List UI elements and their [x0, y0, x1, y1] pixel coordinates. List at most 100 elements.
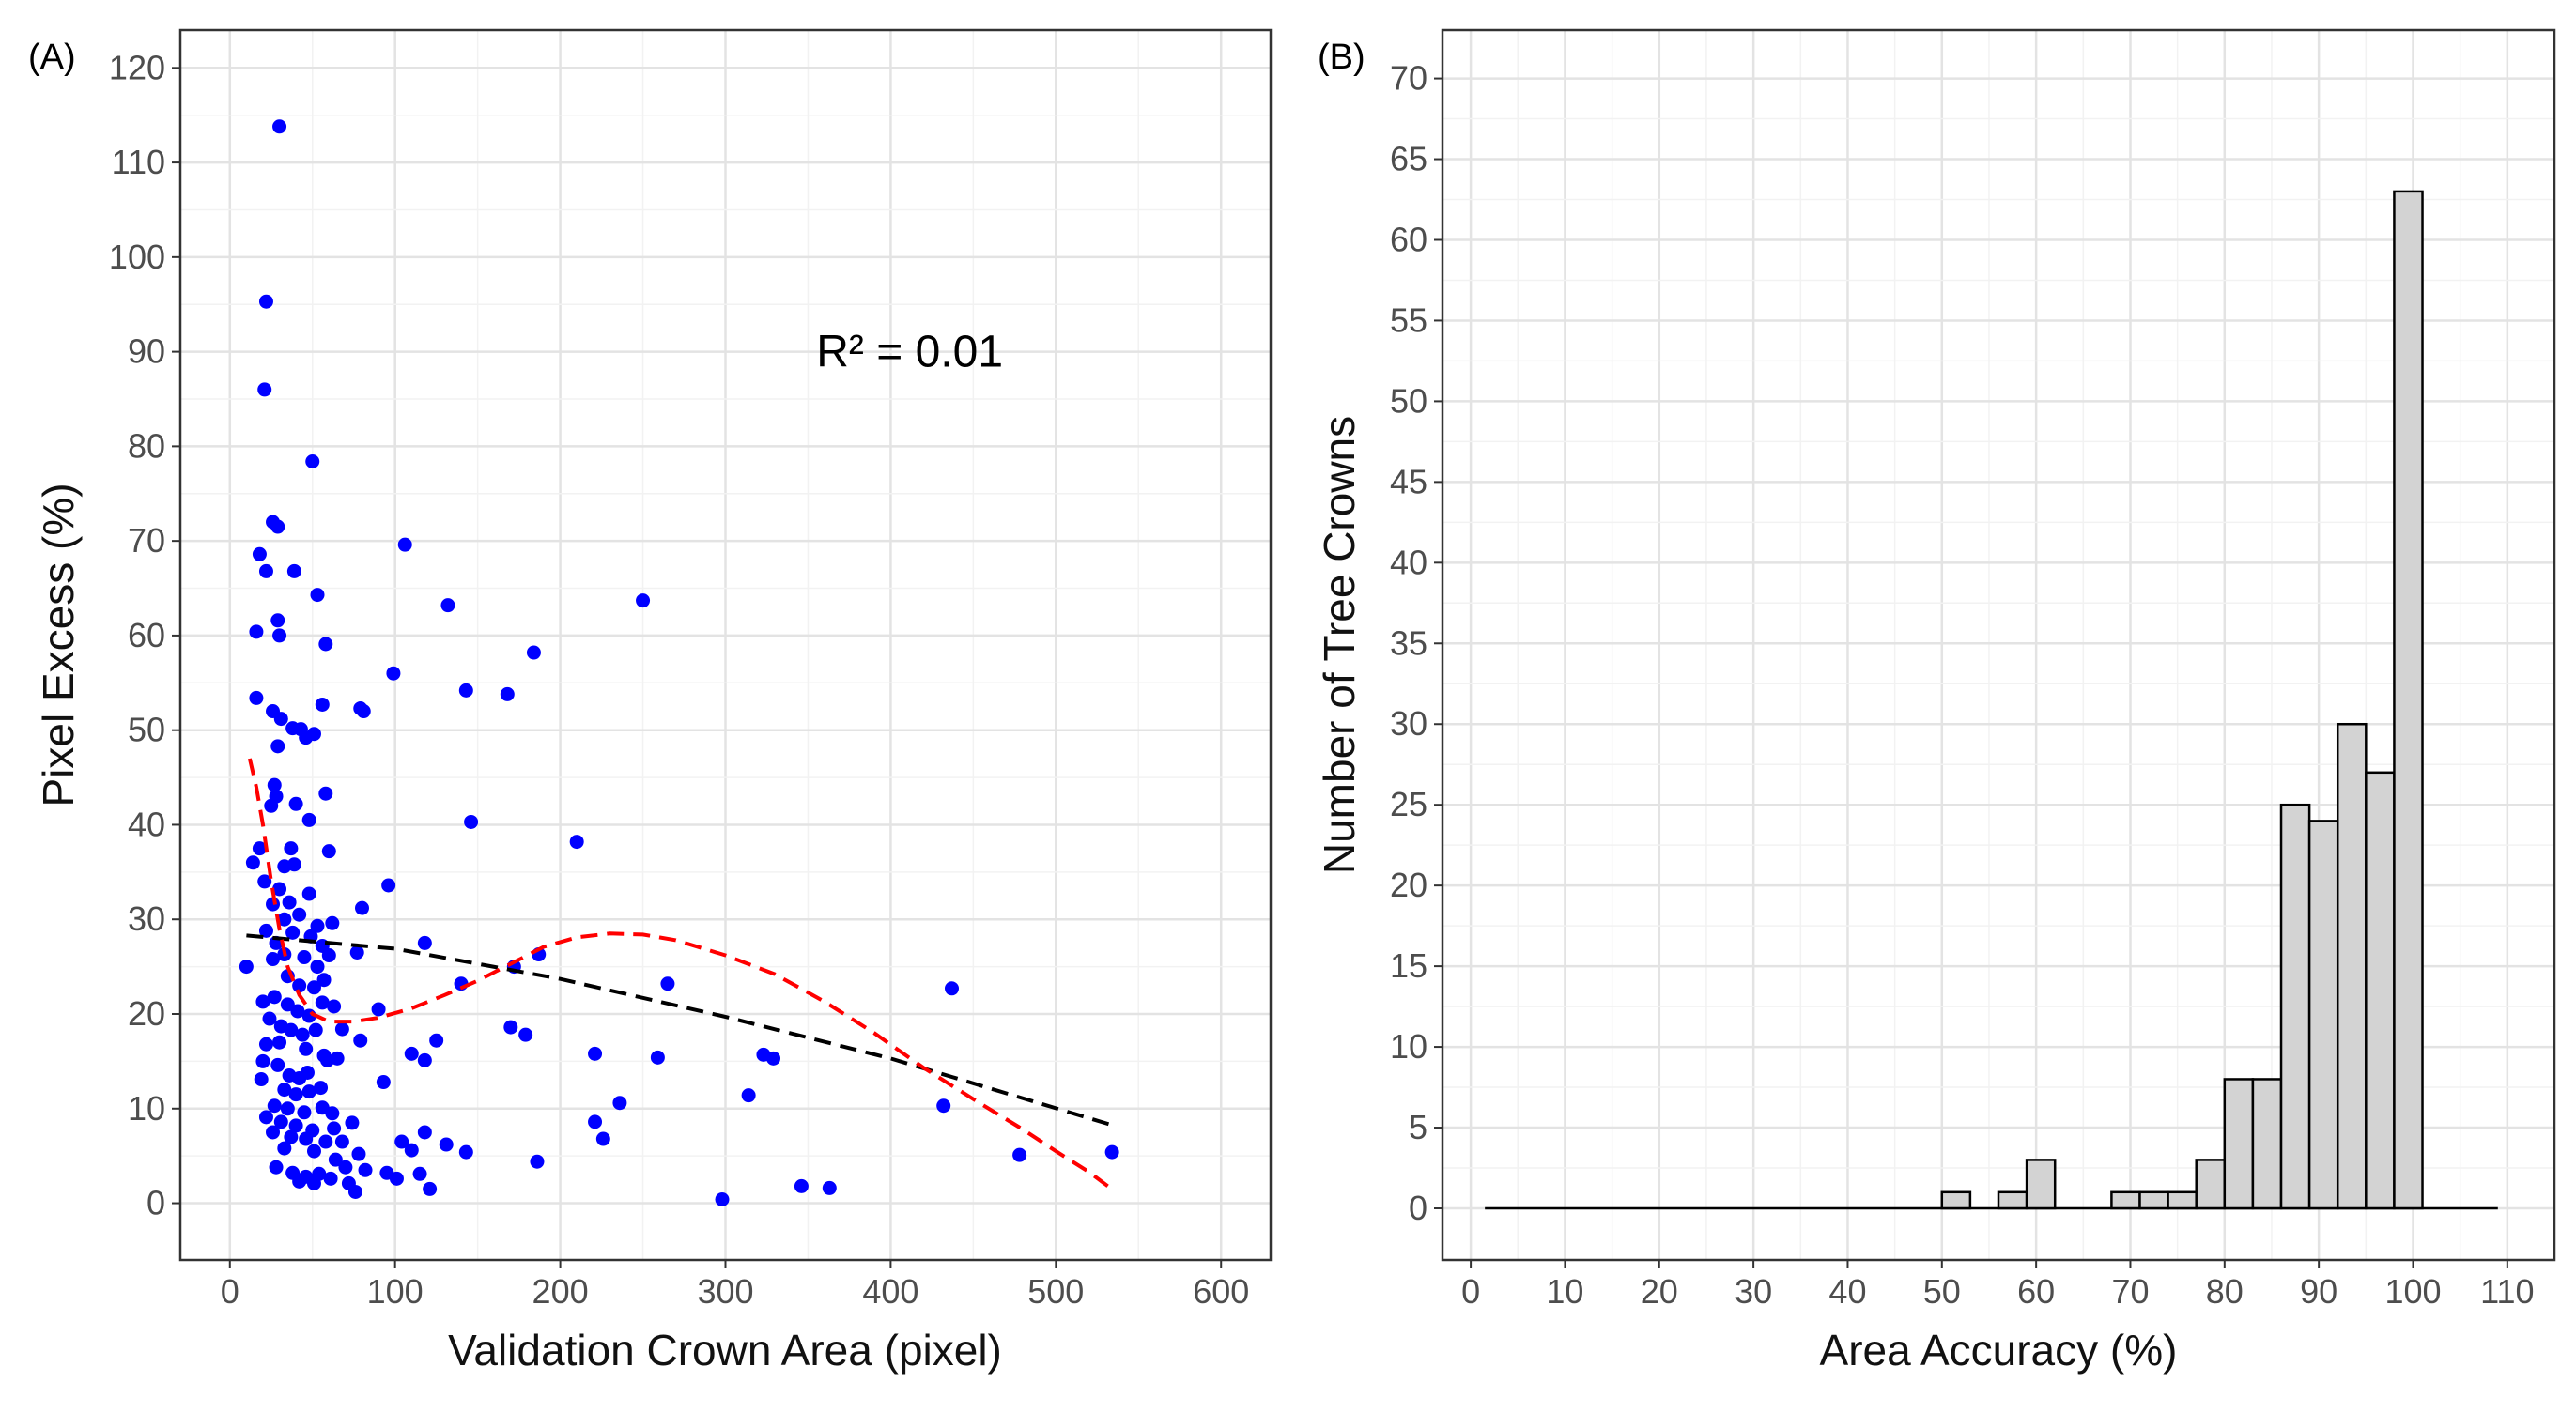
data-point [282, 895, 297, 910]
data-point [252, 546, 267, 561]
data-point [300, 1065, 315, 1080]
data-point [376, 1075, 391, 1090]
data-point [417, 1052, 432, 1067]
panel-b-y-tick-labels: 0 5 10 15 20 25 30 35 40 45 50 55 60 65 70 [1390, 59, 1442, 1227]
y-tick-label: 40 [1390, 543, 1427, 581]
data-point [650, 1050, 665, 1065]
panel-b-plot-border [1441, 28, 2556, 1262]
data-point [272, 119, 287, 134]
y-tick-label: 20 [1390, 866, 1427, 904]
y-tick-label: 30 [1390, 704, 1427, 743]
y-tick-label: 70 [128, 521, 165, 560]
data-point [306, 1175, 321, 1190]
panel-a-plot-border [178, 28, 1273, 1262]
data-point [301, 1084, 316, 1099]
data-point [588, 1114, 603, 1129]
data-point [308, 1022, 323, 1037]
data-point [285, 925, 301, 940]
data-point [347, 1184, 362, 1199]
x-tick-label: 50 [1923, 1272, 1961, 1311]
data-point [292, 1174, 307, 1189]
data-point [316, 973, 332, 988]
data-point [334, 1134, 349, 1149]
data-point [255, 1053, 270, 1068]
data-point [286, 563, 301, 578]
data-point [458, 1144, 473, 1160]
y-tick-label: 60 [1390, 220, 1427, 258]
data-point [323, 1171, 338, 1186]
data-point [327, 1121, 342, 1136]
x-tick-label: 600 [1193, 1272, 1249, 1311]
data-point [267, 990, 282, 1005]
x-tick-label: 90 [2300, 1272, 2337, 1311]
data-point [327, 999, 342, 1014]
histogram-bar [2393, 190, 2424, 1210]
data-point [315, 697, 330, 712]
x-tick-label: 40 [1828, 1272, 1866, 1311]
histogram-bar [2307, 820, 2339, 1210]
y-tick-label: 120 [109, 48, 165, 86]
data-point [258, 294, 273, 309]
data-point [417, 935, 432, 950]
panel-a-gridlines [180, 30, 1271, 1260]
x-tick-label: 30 [1735, 1272, 1772, 1311]
data-point [389, 1171, 404, 1186]
data-point [325, 1106, 340, 1121]
x-tick-label: 80 [2206, 1272, 2244, 1311]
x-tick-label: 0 [221, 1272, 239, 1311]
y-tick-label: 80 [128, 426, 165, 465]
data-point [266, 952, 281, 967]
data-point [569, 835, 584, 850]
data-point [290, 1004, 305, 1019]
data-point [612, 1096, 627, 1111]
x-tick-label: 100 [367, 1272, 424, 1311]
data-point [299, 1041, 314, 1056]
data-point [397, 537, 412, 552]
panel-b-x-axis-title: Area Accuracy (%) [1820, 1326, 2178, 1375]
data-point [315, 995, 330, 1010]
histogram-bar [2365, 771, 2396, 1210]
data-point [266, 1125, 281, 1140]
data-point [270, 519, 285, 534]
data-point [292, 907, 307, 922]
panel-b-y-axis-title: Number of Tree Crowns [1315, 416, 1364, 874]
data-point [371, 1002, 386, 1017]
histogram-bar [2195, 1159, 2227, 1210]
panel-a-y-axis-title: Pixel Excess (%) [34, 483, 83, 806]
data-point [325, 915, 340, 930]
data-point [258, 1110, 273, 1125]
data-point [272, 628, 287, 643]
y-tick-label: 60 [128, 616, 165, 654]
data-point [249, 624, 264, 639]
x-tick-label: 300 [697, 1272, 753, 1311]
panel-a-y-tick-labels: 0 10 20 30 40 50 60 70 80 90 100 110 120 [109, 48, 180, 1222]
data-point [310, 960, 325, 975]
y-tick-label: 110 [112, 143, 165, 181]
data-point [351, 1146, 366, 1161]
data-point [301, 812, 316, 827]
data-point [334, 1021, 349, 1037]
data-point [288, 1087, 303, 1102]
histogram-bar [2336, 722, 2368, 1210]
data-point [272, 1035, 287, 1050]
data-point [417, 1125, 432, 1140]
x-tick-label: 100 [2384, 1272, 2441, 1311]
x-tick-label: 20 [1641, 1272, 1678, 1311]
data-point [258, 1037, 273, 1052]
y-tick-label: 65 [1390, 140, 1427, 178]
data-point [284, 841, 299, 856]
data-point [412, 1166, 427, 1181]
y-tick-label: 20 [128, 994, 165, 1033]
data-point [381, 878, 396, 893]
data-point [257, 874, 272, 889]
x-tick-label: 70 [2111, 1272, 2149, 1311]
data-point [660, 976, 675, 991]
data-point [321, 844, 336, 859]
data-point [715, 1192, 730, 1207]
x-tick-label: 500 [1027, 1272, 1084, 1311]
data-point [500, 686, 515, 701]
data-point [297, 1105, 312, 1120]
data-point [328, 1152, 343, 1167]
data-point [262, 1011, 277, 1026]
histogram-bar [1940, 1190, 1972, 1210]
